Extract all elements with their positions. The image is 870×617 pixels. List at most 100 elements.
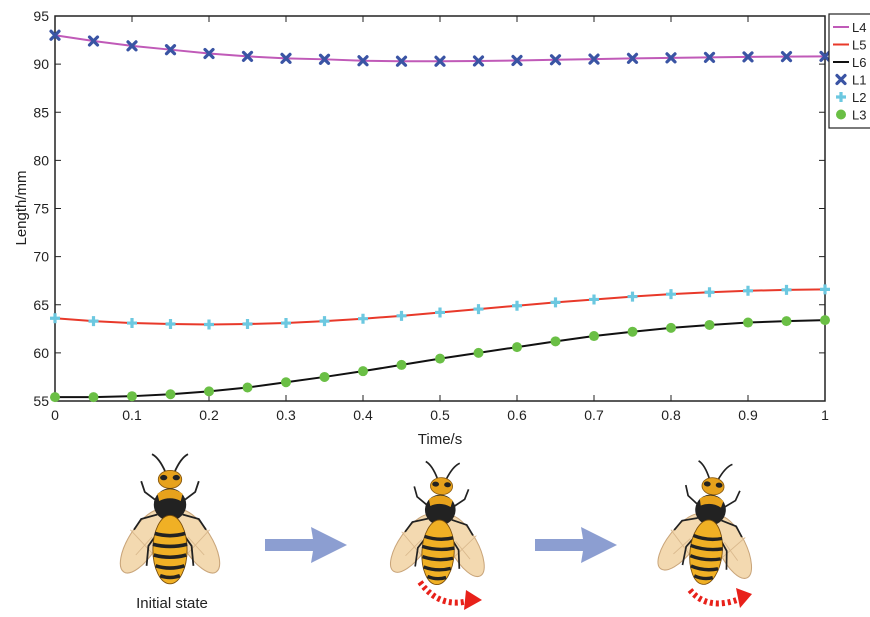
point-l3 bbox=[666, 322, 676, 333]
point-l3 bbox=[358, 366, 368, 377]
point-l3 bbox=[743, 317, 753, 328]
point-l2 bbox=[512, 300, 522, 311]
legend-swatch-l3 bbox=[836, 109, 846, 120]
y-tick-label: 55 bbox=[33, 393, 49, 409]
point-l2 bbox=[281, 318, 291, 329]
x-tick-label: 0.2 bbox=[199, 407, 219, 423]
point-l3 bbox=[396, 359, 407, 370]
point-l3 bbox=[627, 326, 638, 337]
y-tick-label: 95 bbox=[33, 8, 49, 24]
bee-initial bbox=[109, 452, 231, 586]
point-l3 bbox=[50, 392, 60, 403]
point-l1 bbox=[357, 55, 369, 67]
point-l1 bbox=[203, 47, 215, 60]
point-l1 bbox=[434, 55, 446, 67]
point-l1 bbox=[395, 55, 408, 67]
point-l3 bbox=[512, 342, 522, 353]
x-axis-label: Time/s bbox=[418, 431, 462, 448]
point-l1 bbox=[665, 52, 677, 64]
bee-rotating bbox=[379, 457, 500, 590]
legend-swatch-l1 bbox=[835, 73, 847, 86]
point-l2 bbox=[396, 310, 407, 321]
point-l1 bbox=[780, 51, 793, 63]
point-l3 bbox=[550, 336, 561, 347]
point-l2 bbox=[473, 304, 484, 315]
rotation-arrow-2 bbox=[687, 587, 752, 608]
y-tick-label: 80 bbox=[33, 152, 49, 168]
point-l2 bbox=[820, 284, 830, 295]
point-l2 bbox=[743, 285, 753, 296]
point-l1 bbox=[87, 35, 100, 47]
point-l3 bbox=[88, 392, 99, 403]
plot-area bbox=[54, 15, 826, 402]
point-l3 bbox=[473, 347, 484, 358]
point-l2 bbox=[358, 313, 368, 324]
legend-label-l1: L1 bbox=[852, 73, 866, 88]
point-l2 bbox=[88, 316, 99, 327]
y-tick-label: 65 bbox=[33, 297, 49, 313]
point-l1 bbox=[549, 54, 562, 66]
stage-arrow-2 bbox=[535, 527, 617, 563]
series-l3 bbox=[50, 315, 830, 403]
point-l3 bbox=[589, 331, 599, 342]
series-l2 bbox=[50, 284, 830, 330]
x-tick-label: 0.6 bbox=[507, 407, 527, 423]
legend-label-l5: L5 bbox=[852, 38, 866, 53]
point-l2 bbox=[589, 294, 599, 305]
x-tick-label: 0.1 bbox=[122, 407, 142, 423]
x-tick-label: 0.7 bbox=[584, 407, 604, 423]
axes-ticks: 0 0.1 0.2 0.3 0.4 0.5 0.6 0.7 0.8 0.9 1 55 60 65 70 75 8… bbox=[33, 8, 829, 423]
point-l3 bbox=[781, 316, 792, 327]
point-l1 bbox=[588, 53, 600, 65]
x-tick-label: 0.8 bbox=[661, 407, 681, 423]
point-l3 bbox=[165, 389, 176, 400]
legend-label-l6: L6 bbox=[852, 55, 866, 70]
series-l1 bbox=[49, 29, 831, 67]
y-tick-label: 60 bbox=[33, 345, 49, 361]
legend-label-l3: L3 bbox=[852, 108, 866, 123]
legend: L4 L5 L6 L1 L2 L3 bbox=[828, 13, 870, 129]
point-l2 bbox=[319, 316, 330, 327]
series-layer bbox=[49, 29, 831, 403]
point-l3 bbox=[281, 377, 291, 388]
legend-box bbox=[828, 13, 870, 129]
point-l3 bbox=[704, 319, 715, 330]
point-l3 bbox=[242, 382, 253, 393]
point-l1 bbox=[819, 50, 831, 63]
x-tick-label: 0.3 bbox=[276, 407, 296, 423]
x-tick-label: 1 bbox=[821, 407, 829, 423]
y-tick-label: 75 bbox=[33, 201, 49, 217]
point-l1 bbox=[280, 52, 292, 64]
point-l1 bbox=[241, 50, 254, 63]
point-l3 bbox=[204, 386, 214, 397]
point-l3 bbox=[820, 315, 830, 326]
point-l2 bbox=[127, 318, 137, 329]
point-l1 bbox=[49, 29, 61, 41]
point-l2 bbox=[435, 307, 445, 318]
x-tick-label: 0.4 bbox=[353, 407, 373, 423]
point-l2 bbox=[781, 284, 792, 295]
stage-arrow-1 bbox=[265, 527, 347, 563]
point-l1 bbox=[626, 52, 639, 64]
point-l3 bbox=[127, 391, 137, 402]
y-tick-label: 90 bbox=[33, 56, 49, 72]
point-l2 bbox=[165, 319, 176, 329]
point-l2 bbox=[550, 297, 561, 308]
x-tick-label: 0.5 bbox=[430, 407, 450, 423]
rotation-arrow-1 bbox=[417, 580, 482, 610]
point-l2 bbox=[704, 287, 715, 298]
bee-rotated bbox=[646, 455, 772, 592]
x-tick-label: 0 bbox=[51, 407, 59, 423]
point-l2 bbox=[50, 313, 60, 324]
point-l1 bbox=[318, 53, 331, 65]
point-l3 bbox=[319, 371, 330, 382]
point-l1 bbox=[742, 51, 754, 63]
point-l3 bbox=[435, 353, 445, 364]
y-tick-label: 70 bbox=[33, 249, 49, 265]
y-tick-label: 85 bbox=[33, 104, 49, 120]
point-l1 bbox=[703, 51, 716, 63]
legend-label-l4: L4 bbox=[852, 20, 866, 35]
legend-label-l2: L2 bbox=[852, 90, 866, 105]
point-l2 bbox=[242, 319, 253, 329]
